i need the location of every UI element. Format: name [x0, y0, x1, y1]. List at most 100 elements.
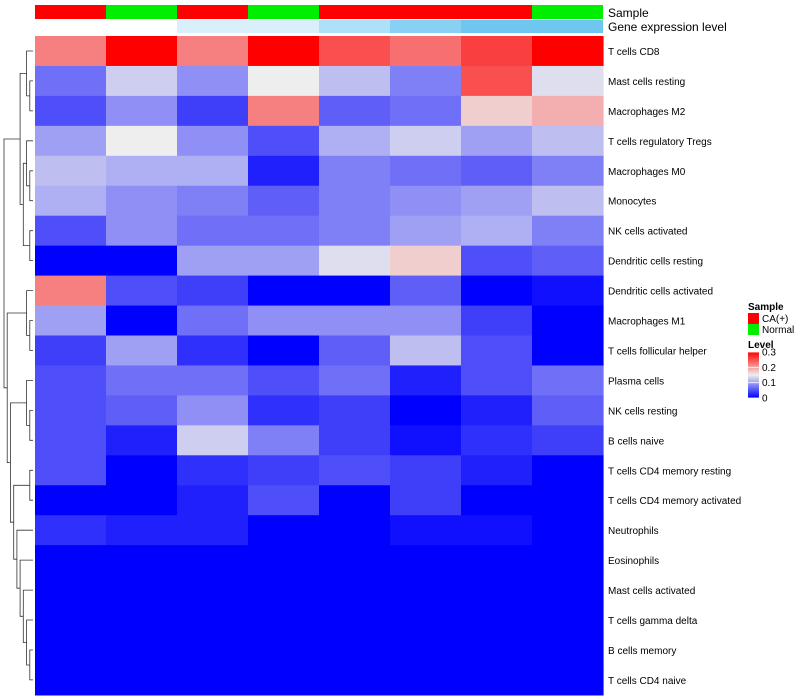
row-label: T cells CD8: [608, 47, 660, 58]
heatmap-cell: [35, 95, 107, 127]
heatmap-cell: [390, 305, 462, 337]
heatmap-cell: [532, 185, 604, 217]
heatmap-cell: [177, 36, 249, 67]
row-label: Dendritic cells activated: [608, 287, 713, 298]
dendrogram-branch: [3, 138, 21, 389]
heatmap-cell: [532, 65, 604, 97]
sample-annotation-cell: [461, 5, 532, 19]
heatmap-cell: [319, 365, 391, 396]
heatmap-cell: [35, 36, 107, 67]
heatmap-cell: [461, 605, 533, 636]
heatmap-cell: [248, 635, 320, 666]
heatmap-cell: [390, 215, 462, 247]
sample-annotation-cell: [177, 5, 248, 19]
sample-annotation-cell: [248, 5, 319, 19]
heatmap-cell: [461, 664, 533, 696]
legend-sample-swatch: [748, 313, 759, 324]
heatmap-cell: [106, 425, 178, 456]
heatmap-cell: [461, 215, 533, 247]
heatmap-cell: [177, 95, 249, 127]
sample-annotation-cell: [35, 5, 106, 19]
heatmap-cell: [319, 425, 391, 456]
heatmap-cell: [461, 335, 533, 367]
heatmap-cell: [177, 395, 249, 426]
heatmap-cell: [35, 635, 107, 666]
row-label: T cells CD4 memory activated: [608, 496, 741, 507]
heatmap-cell: [390, 515, 462, 546]
legend-sample-swatch: [748, 324, 759, 335]
heatmap-cell: [106, 515, 178, 546]
heatmap-cell: [106, 305, 178, 337]
dendrogram-branch: [29, 410, 33, 441]
heatmap-cell: [390, 575, 462, 606]
heatmap-cell: [461, 185, 533, 217]
legend-level-colorbar: [748, 352, 759, 398]
heatmap-cell: [390, 365, 462, 396]
heatmap-cell: [461, 485, 533, 516]
heatmap-cell: [390, 65, 462, 97]
gene-expression-annotation-cell: [248, 20, 319, 33]
heatmap-cell: [35, 65, 107, 97]
heatmap-cell: [319, 245, 391, 277]
heatmap-cell: [532, 605, 604, 636]
heatmap-cell: [461, 95, 533, 127]
heatmap-cell: [461, 425, 533, 456]
heatmap-cell: [35, 185, 107, 217]
heatmap-cell: [106, 545, 178, 576]
heatmap-cell: [177, 425, 249, 456]
heatmap-cell: [35, 605, 107, 636]
heatmap-cell: [532, 36, 604, 67]
heatmap-cell: [390, 335, 462, 367]
dendrogram-branch: [26, 380, 33, 426]
heatmap-cell: [106, 664, 178, 696]
heatmap-cell: [461, 245, 533, 277]
heatmap-cell: [532, 395, 604, 426]
heatmap-cell: [319, 635, 391, 666]
heatmap-cell: [461, 635, 533, 666]
heatmap-cell: [461, 365, 533, 396]
heatmap-cell: [390, 395, 462, 426]
dendrogram-branch: [26, 290, 33, 336]
legend-level-tick-label: 0.1: [762, 378, 776, 389]
heatmap-cell: [532, 425, 604, 456]
heatmap-cell: [248, 185, 320, 217]
heatmap-cell: [532, 575, 604, 606]
heatmap-cell: [390, 664, 462, 696]
gene-expression-annotation-cell: [106, 20, 177, 33]
row-label: Macrophages M1: [608, 317, 686, 328]
heatmap-cell: [461, 455, 533, 486]
heatmap-cell: [106, 395, 178, 426]
heatmap-cell: [106, 65, 178, 97]
heatmap-cell: [390, 125, 462, 157]
heatmap-cell: [461, 36, 533, 67]
heatmap-cell: [177, 305, 249, 337]
dendrogram-branch: [13, 484, 30, 560]
annotation-tracks: [35, 5, 603, 33]
row-label: NK cells activated: [608, 227, 687, 238]
heatmap-cell: [177, 455, 249, 486]
heatmap-cell: [390, 455, 462, 486]
heatmap-cell: [319, 95, 391, 127]
heatmap-cell: [532, 95, 604, 127]
heatmap-cell: [106, 575, 178, 606]
heatmap-cell: [390, 635, 462, 666]
dendrogram-branch: [19, 73, 27, 205]
heatmap-cell: [461, 275, 533, 307]
heatmap-cell: [177, 245, 249, 277]
heatmap-cell: [319, 65, 391, 97]
heatmap-cell: [461, 65, 533, 97]
row-label: T cells gamma delta: [608, 616, 698, 627]
dendrogram-branch: [10, 402, 27, 523]
legend-level-tick-label: 0.2: [762, 363, 776, 374]
sample-annotation-cell: [532, 5, 603, 19]
heatmap-cell: [248, 605, 320, 636]
heatmap-cell: [35, 335, 107, 367]
heatmap-cell: [177, 185, 249, 217]
heatmap-cell: [319, 335, 391, 367]
heatmap-cell: [35, 125, 107, 157]
heatmap-cell: [106, 365, 178, 396]
heatmap-cell: [35, 664, 107, 696]
heatmap-cell: [532, 455, 604, 486]
annotation-track-label: Sample: [608, 6, 649, 20]
